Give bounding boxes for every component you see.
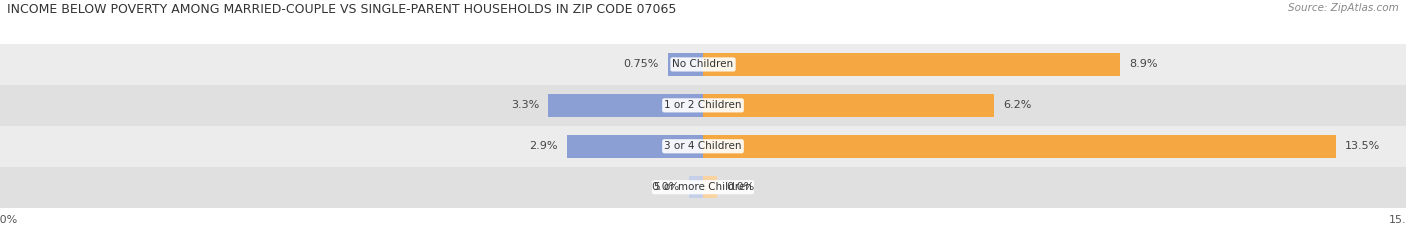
Text: 2.9%: 2.9% — [529, 141, 558, 151]
Bar — [0, 85, 1406, 126]
Text: 0.0%: 0.0% — [727, 182, 755, 192]
Text: 0.75%: 0.75% — [623, 59, 658, 69]
Text: INCOME BELOW POVERTY AMONG MARRIED-COUPLE VS SINGLE-PARENT HOUSEHOLDS IN ZIP COD: INCOME BELOW POVERTY AMONG MARRIED-COUPL… — [7, 3, 676, 17]
Bar — [0, 126, 1406, 167]
Bar — [548, 94, 703, 116]
Text: 3.3%: 3.3% — [510, 100, 538, 110]
Text: 3 or 4 Children: 3 or 4 Children — [664, 141, 742, 151]
Text: 0.0%: 0.0% — [651, 182, 679, 192]
Text: No Children: No Children — [672, 59, 734, 69]
Text: 5 or more Children: 5 or more Children — [654, 182, 752, 192]
Text: 13.5%: 13.5% — [1346, 141, 1381, 151]
Text: Source: ZipAtlas.com: Source: ZipAtlas.com — [1288, 3, 1399, 14]
Text: 8.9%: 8.9% — [1129, 59, 1159, 69]
Bar — [703, 94, 994, 116]
Bar — [0, 167, 1406, 208]
Bar — [668, 53, 703, 76]
Text: 1 or 2 Children: 1 or 2 Children — [664, 100, 742, 110]
Bar — [703, 176, 717, 199]
Bar — [0, 44, 1406, 85]
Bar — [567, 135, 703, 158]
Text: 6.2%: 6.2% — [1002, 100, 1032, 110]
Bar — [703, 135, 1336, 158]
Bar — [689, 176, 703, 199]
Bar — [703, 53, 1121, 76]
